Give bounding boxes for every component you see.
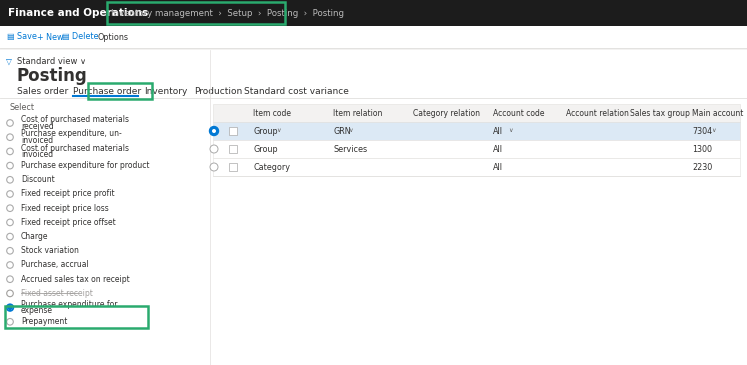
Text: Purchase expenditure for product: Purchase expenditure for product (21, 161, 149, 170)
Text: Stock variation: Stock variation (21, 246, 79, 255)
Text: 7304: 7304 (692, 127, 712, 135)
Text: ∨: ∨ (711, 128, 716, 134)
Text: Purchase expenditure, un-: Purchase expenditure, un- (21, 130, 122, 138)
Text: ∨: ∨ (348, 128, 353, 134)
Circle shape (212, 129, 216, 133)
Text: Production: Production (194, 87, 242, 96)
Text: Standard view ∨: Standard view ∨ (17, 57, 86, 65)
Text: Main account: Main account (692, 108, 743, 118)
Circle shape (7, 304, 13, 311)
Text: Prepayment: Prepayment (21, 317, 67, 326)
FancyBboxPatch shape (213, 158, 740, 176)
Text: All: All (493, 127, 503, 135)
Text: Fixed asset receipt: Fixed asset receipt (21, 289, 93, 298)
FancyBboxPatch shape (213, 104, 740, 122)
Text: Cost of purchased materials: Cost of purchased materials (21, 115, 129, 124)
FancyBboxPatch shape (0, 50, 747, 365)
Text: ▽: ▽ (6, 57, 12, 65)
FancyBboxPatch shape (213, 122, 740, 140)
Circle shape (7, 233, 13, 240)
Text: expense: expense (21, 306, 53, 315)
FancyBboxPatch shape (229, 145, 237, 153)
FancyBboxPatch shape (213, 140, 740, 158)
Text: Purchase expenditure for: Purchase expenditure for (21, 300, 117, 309)
Text: + New: + New (37, 32, 63, 42)
Text: Purchase, accrual: Purchase, accrual (21, 261, 89, 269)
Circle shape (210, 145, 218, 153)
Circle shape (7, 205, 13, 211)
Circle shape (7, 120, 13, 126)
Circle shape (7, 191, 13, 197)
Text: Standard cost variance: Standard cost variance (244, 87, 349, 96)
Text: All: All (493, 162, 503, 172)
FancyBboxPatch shape (229, 127, 237, 135)
FancyBboxPatch shape (0, 0, 747, 26)
Text: Accrued sales tax on receipt: Accrued sales tax on receipt (21, 275, 130, 284)
Text: Group: Group (253, 127, 278, 135)
Text: Account relation: Account relation (566, 108, 629, 118)
Text: ∨: ∨ (509, 128, 513, 134)
Circle shape (8, 306, 12, 310)
Circle shape (210, 163, 218, 171)
Text: Fixed receipt price offset: Fixed receipt price offset (21, 218, 116, 227)
Text: Sales tax group: Sales tax group (630, 108, 690, 118)
Text: invoiced: invoiced (21, 136, 53, 145)
Text: 2230: 2230 (692, 162, 712, 172)
Text: Group: Group (253, 145, 278, 154)
Circle shape (7, 134, 13, 141)
Text: Inventory management  ›  Setup  ›  Posting  ›  Posting: Inventory management › Setup › Posting ›… (111, 8, 344, 18)
FancyBboxPatch shape (0, 26, 747, 48)
Text: Inventory: Inventory (144, 87, 187, 96)
Text: Fixed receipt price profit: Fixed receipt price profit (21, 189, 114, 199)
Text: Select: Select (10, 104, 35, 112)
Text: Item code: Item code (253, 108, 291, 118)
Text: Services: Services (333, 145, 367, 154)
Text: 1300: 1300 (692, 145, 712, 154)
Circle shape (7, 247, 13, 254)
Text: received: received (21, 122, 54, 131)
Text: Category relation: Category relation (413, 108, 480, 118)
Circle shape (7, 148, 13, 155)
Text: Posting: Posting (17, 67, 87, 85)
Circle shape (7, 290, 13, 297)
Text: Charge: Charge (21, 232, 49, 241)
Text: GRN: GRN (333, 127, 350, 135)
Circle shape (209, 127, 219, 135)
Text: Fixed receipt price loss: Fixed receipt price loss (21, 204, 109, 213)
Text: ▤ Delete: ▤ Delete (62, 32, 99, 42)
Text: Purchase order: Purchase order (73, 87, 141, 96)
Text: Cost of purchased materials: Cost of purchased materials (21, 144, 129, 153)
Text: Account code: Account code (493, 108, 545, 118)
Text: Category: Category (253, 162, 290, 172)
Text: Discount: Discount (21, 175, 55, 184)
Circle shape (7, 276, 13, 283)
Text: All: All (493, 145, 503, 154)
Circle shape (7, 262, 13, 268)
Text: Options: Options (98, 32, 129, 42)
Circle shape (7, 319, 13, 325)
Text: ▤ Save: ▤ Save (7, 32, 37, 42)
Text: invoiced: invoiced (21, 150, 53, 159)
Circle shape (7, 219, 13, 226)
Text: Sales order: Sales order (17, 87, 68, 96)
Text: ∨: ∨ (276, 128, 281, 134)
Circle shape (7, 162, 13, 169)
Text: Item relation: Item relation (333, 108, 382, 118)
Text: Finance and Operations: Finance and Operations (8, 8, 148, 18)
Circle shape (7, 177, 13, 183)
FancyBboxPatch shape (229, 163, 237, 171)
